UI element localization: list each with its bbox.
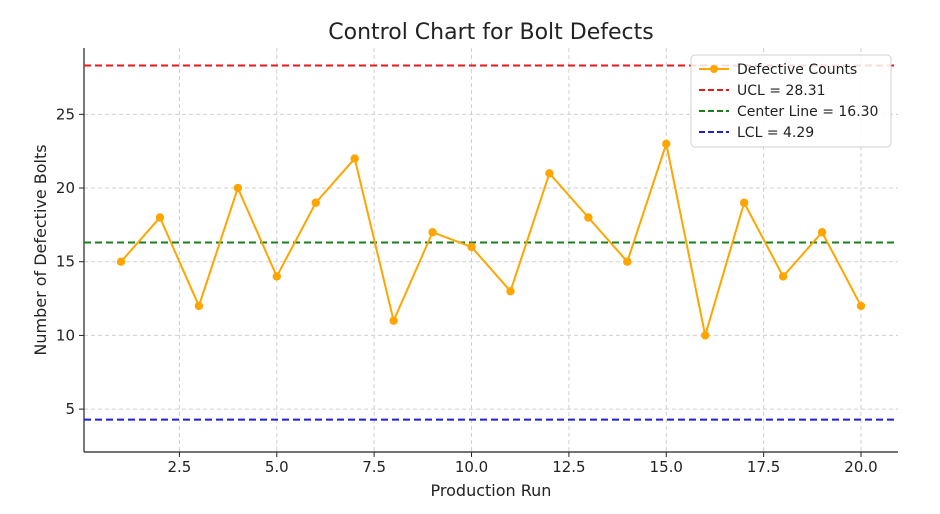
tick-labels: 2.5 5.0 7.5 10.0 12.5 15.0 17.5 20.0 5 10 15 20 25 xyxy=(56,105,878,476)
legend-label-3: LCL = 4.29 xyxy=(737,125,814,141)
legend: Defective Counts UCL = 28.31 Center Line =… xyxy=(690,54,892,148)
grid xyxy=(84,48,898,452)
x-tick-label: 7.5 xyxy=(362,458,386,476)
data-point xyxy=(817,228,827,237)
x-tick-label: 20.0 xyxy=(844,458,877,476)
data-point xyxy=(428,228,437,237)
data-series xyxy=(116,139,866,340)
y-tick-label: 10 xyxy=(56,326,75,344)
data-point xyxy=(194,301,204,311)
data-point xyxy=(739,198,749,207)
data-point xyxy=(467,242,476,252)
data-point xyxy=(233,183,243,193)
chart-title: Control Chart for Bolt Defects xyxy=(328,20,653,45)
x-tick-label: 2.5 xyxy=(167,458,191,476)
data-point xyxy=(350,154,359,163)
data-point xyxy=(155,213,165,222)
legend-label-0: Defective Counts xyxy=(737,62,857,78)
x-tick-label: 5.0 xyxy=(265,458,289,476)
data-point xyxy=(545,169,554,178)
x-tick-label: 15.0 xyxy=(650,458,683,476)
data-point xyxy=(778,272,788,281)
series-line xyxy=(120,139,862,336)
data-point xyxy=(272,272,281,281)
data-point xyxy=(116,257,126,266)
axes xyxy=(83,48,898,453)
data-point xyxy=(311,198,320,207)
legend-label-2: Center Line = 16.30 xyxy=(737,104,878,120)
data-point xyxy=(584,213,593,222)
x-tick-label: 10.0 xyxy=(455,458,488,476)
legend-box xyxy=(690,54,892,148)
data-point xyxy=(701,331,710,340)
y-axis-label: Number of Defective Bolts xyxy=(31,144,50,355)
data-point xyxy=(389,316,398,325)
data-point xyxy=(623,257,632,266)
data-point xyxy=(506,286,515,296)
legend-label-1: UCL = 28.31 xyxy=(737,83,826,99)
y-tick-label: 25 xyxy=(56,105,75,123)
data-point xyxy=(662,139,671,149)
y-tick-label: 15 xyxy=(56,253,75,271)
y-tick-label: 20 xyxy=(56,179,75,197)
legend-marker xyxy=(710,65,718,73)
x-axis-label: Production Run xyxy=(431,481,552,500)
x-tick-label: 17.5 xyxy=(747,458,780,476)
x-tick-label: 12.5 xyxy=(552,458,585,476)
y-tick-label: 5 xyxy=(65,400,75,418)
data-point xyxy=(856,301,866,311)
